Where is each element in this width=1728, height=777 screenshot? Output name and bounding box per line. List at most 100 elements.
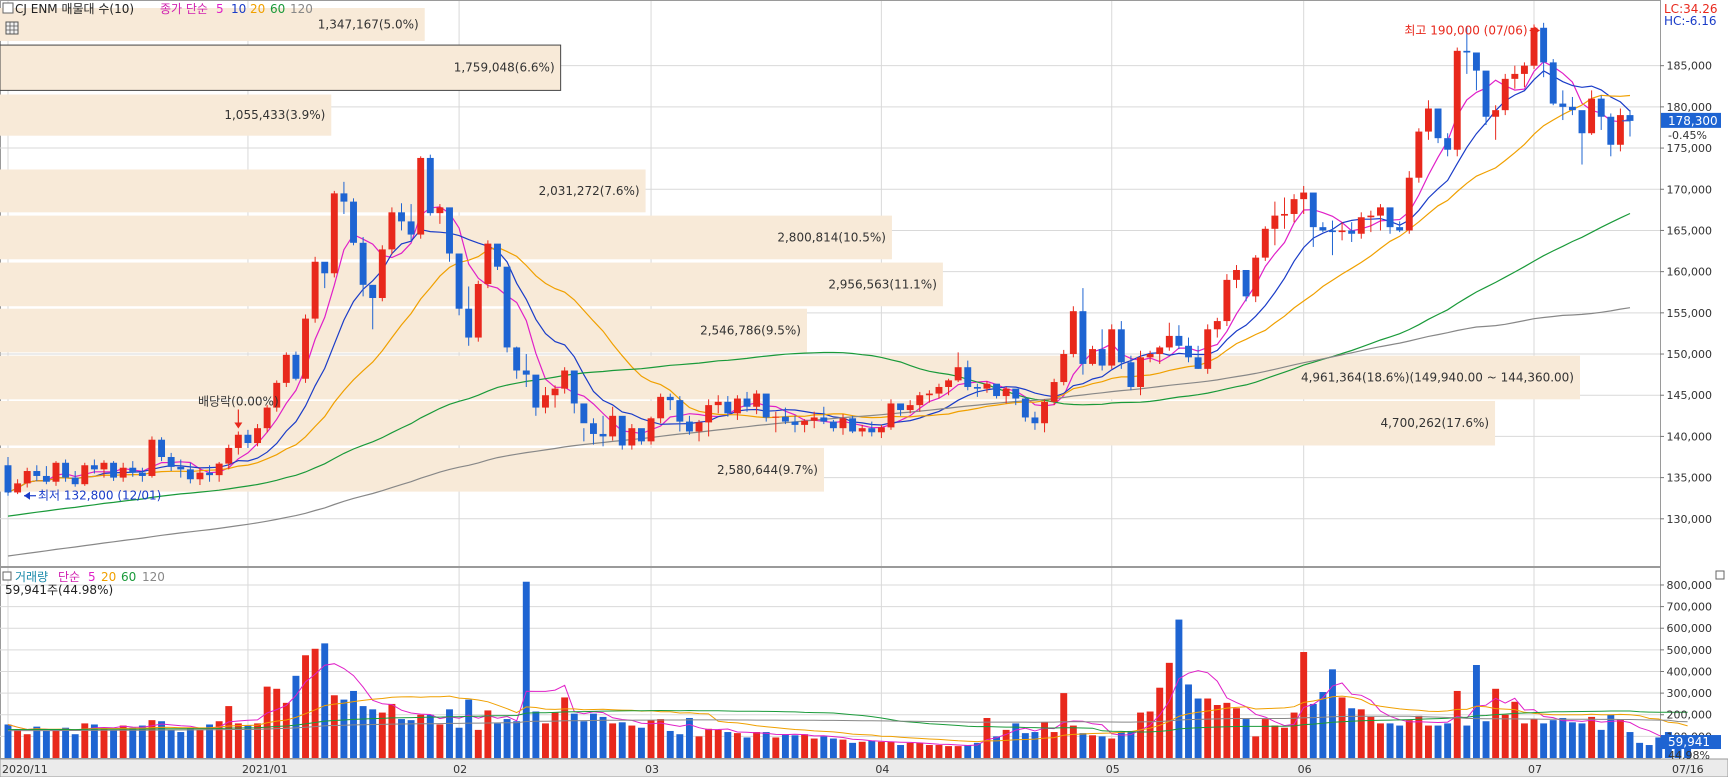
volume-bar: [724, 732, 732, 758]
candle: [532, 374, 540, 416]
candle: [868, 421, 876, 437]
candle: [1156, 345, 1164, 364]
candle: [1319, 222, 1327, 233]
candle: [801, 419, 809, 433]
price-tick-label: 145,000: [1667, 389, 1713, 402]
candle: [1012, 388, 1020, 406]
candle: [1377, 204, 1384, 231]
volume-bar: [1060, 693, 1068, 758]
candle: [964, 360, 972, 391]
candle-body: [1185, 345, 1192, 358]
candle-body: [580, 403, 588, 424]
candle-body: [1626, 115, 1634, 121]
volume-profile: 1,347,167(5.0%) 1,759,048(6.6%) 1,055,433(…: [0, 8, 1580, 492]
candle-body: [1338, 230, 1346, 233]
candle: [1338, 222, 1346, 241]
candle-body: [1252, 257, 1260, 297]
candle: [1079, 288, 1087, 375]
volume-bar: [378, 712, 386, 758]
candle-body: [599, 433, 607, 437]
volume-bar: [1568, 722, 1576, 758]
date-tick-label: 05: [1106, 763, 1120, 776]
date-tick-label: 07/16: [1672, 763, 1704, 776]
volume-bar: [666, 730, 674, 758]
volume-bar: [1655, 737, 1663, 758]
candle-body: [906, 405, 914, 411]
candle: [1204, 324, 1212, 374]
candle: [647, 416, 655, 445]
candle-body: [522, 370, 530, 375]
price-tick-label: 185,000: [1667, 60, 1713, 73]
volume-bar: [119, 725, 127, 758]
volume-bar: [503, 719, 511, 758]
candle: [158, 437, 166, 462]
candle-body: [62, 462, 70, 478]
volume-profile-label: 1,055,433(3.9%): [224, 108, 325, 122]
candle-body: [753, 393, 761, 407]
candle-body: [503, 266, 511, 348]
candle: [935, 383, 943, 399]
candle-body: [1117, 329, 1125, 363]
candle-body: [916, 395, 924, 406]
candle: [1281, 197, 1288, 229]
candle: [1472, 52, 1480, 91]
volume-bar: [234, 723, 242, 758]
volume-bar: [647, 720, 655, 758]
candle-body: [724, 401, 732, 414]
menu-box[interactable]: [2, 2, 14, 14]
volume-menu-box[interactable]: [2, 571, 12, 581]
candle-body: [868, 428, 876, 433]
candle: [302, 314, 309, 383]
candle-body: [1290, 199, 1298, 214]
candle-body: [71, 477, 79, 485]
high-arrow-head: [1534, 26, 1540, 35]
candle-body: [1002, 388, 1010, 397]
volume-bar: [513, 721, 521, 758]
candle-body: [1060, 354, 1068, 383]
table-icon[interactable]: [5, 21, 19, 35]
candle-body: [1041, 401, 1048, 424]
candle-body: [311, 261, 319, 319]
current-price-tag: [1661, 112, 1721, 128]
candle-body: [196, 472, 204, 480]
candle: [340, 181, 348, 214]
volume-bar: [100, 727, 108, 758]
volume-panel-close[interactable]: [1715, 570, 1725, 580]
candle: [561, 367, 569, 394]
volume-ma-line-120: [7, 715, 1688, 732]
volume-bar: [1578, 723, 1586, 758]
candle-body: [302, 318, 309, 379]
candle: [225, 444, 233, 470]
volume-profile-bar: [0, 215, 892, 260]
price-tick-label: 130,000: [1667, 513, 1713, 526]
candle: [138, 467, 146, 482]
candle-body: [1386, 207, 1394, 228]
price-tick-label: 180,000: [1667, 101, 1713, 114]
candle-body: [426, 157, 434, 214]
candle: [1117, 321, 1125, 369]
candle: [474, 280, 482, 342]
volume-bar: [849, 742, 857, 758]
volume-bar: [772, 737, 780, 758]
volume-bar: [916, 742, 924, 758]
volume-bar: [1549, 720, 1557, 758]
chart-title[interactable]: CJ ENM 매물대 수(10): [15, 2, 134, 16]
candle-body: [551, 388, 559, 396]
candle: [1089, 345, 1096, 366]
low-annotation: 최저 132,800 (12/01): [38, 489, 161, 503]
candle-body: [1434, 108, 1442, 139]
candle-body: [1137, 357, 1144, 387]
volume-bar: [1290, 712, 1298, 758]
volume-bar: [407, 720, 415, 758]
candle: [676, 396, 684, 432]
volume-bar: [340, 699, 348, 758]
candle-body: [983, 383, 991, 389]
candle-body: [733, 398, 741, 414]
volume-bar: [1165, 662, 1173, 758]
volume-profile-bar: [0, 169, 646, 213]
price-tick-label: 165,000: [1667, 224, 1713, 237]
volume-bar: [1415, 715, 1423, 758]
candle: [1463, 26, 1471, 74]
candle: [292, 351, 300, 381]
candle: [877, 424, 885, 439]
